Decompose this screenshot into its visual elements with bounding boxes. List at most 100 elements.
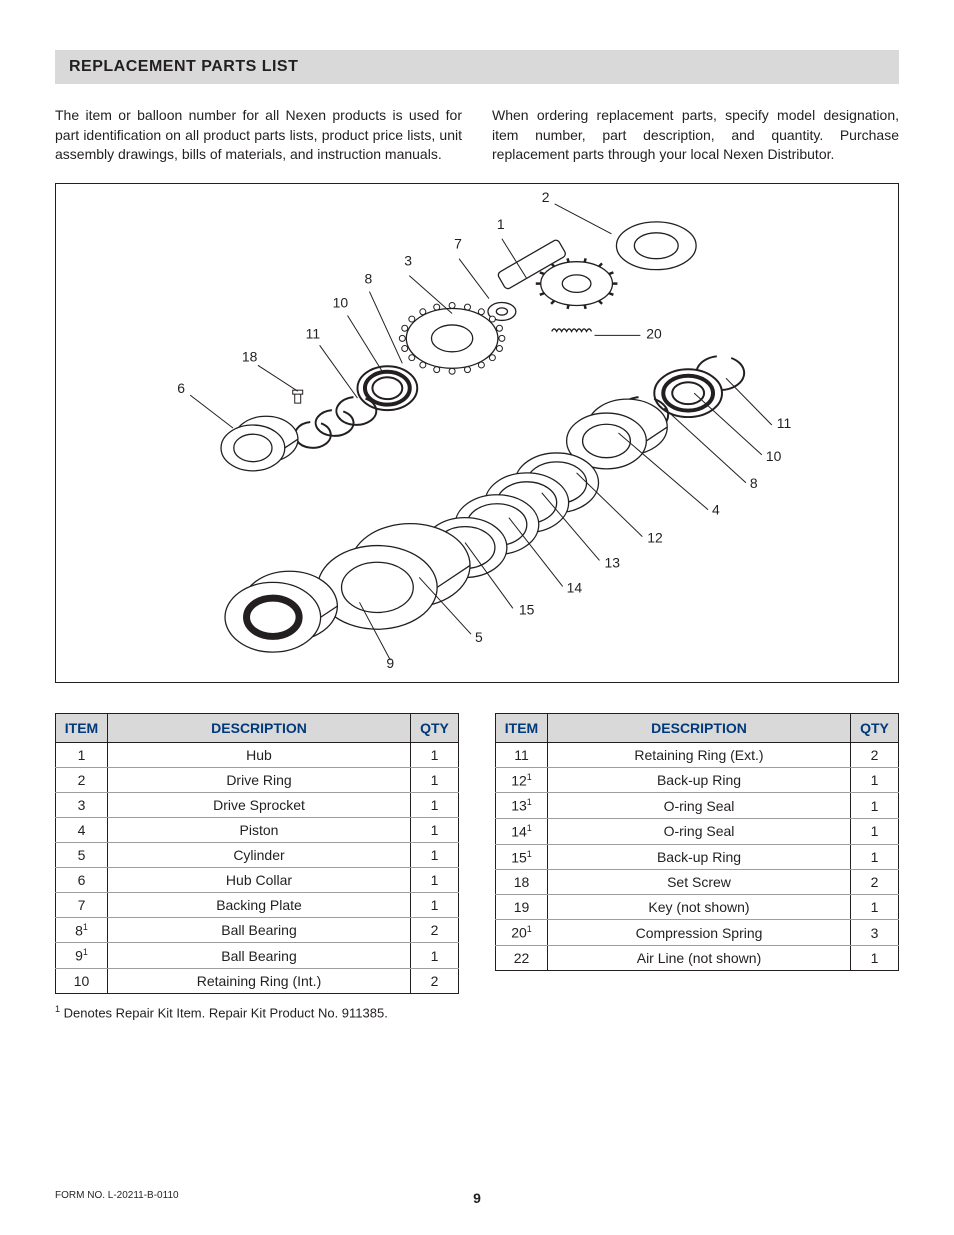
cell-qty: 1 xyxy=(851,767,899,793)
th-qty: QTY xyxy=(851,713,899,742)
cell-qty: 1 xyxy=(411,842,459,867)
cell-desc: Retaining Ring (Int.) xyxy=(108,969,411,994)
cell-qty: 1 xyxy=(411,792,459,817)
cell-qty: 1 xyxy=(851,793,899,819)
cell-desc: Key (not shown) xyxy=(548,895,851,920)
table-row: 22Air Line (not shown)1 xyxy=(496,946,899,971)
cell-qty: 2 xyxy=(411,969,459,994)
cell-desc: Drive Ring xyxy=(108,767,411,792)
th-item: ITEM xyxy=(56,713,108,742)
table-row: 81Ball Bearing2 xyxy=(56,917,459,943)
svg-text:8: 8 xyxy=(750,475,758,491)
cell-desc: Backing Plate xyxy=(108,892,411,917)
cell-qty: 1 xyxy=(411,892,459,917)
table-row: 10Retaining Ring (Int.)2 xyxy=(56,969,459,994)
intro-columns: The item or balloon number for all Nexen… xyxy=(55,106,899,165)
cell-desc: Back-up Ring xyxy=(548,844,851,870)
table-row: 19Key (not shown)1 xyxy=(496,895,899,920)
cell-qty: 1 xyxy=(851,819,899,845)
cell-item: 19 xyxy=(496,895,548,920)
cell-desc: Drive Sprocket xyxy=(108,792,411,817)
th-desc: DESCRIPTION xyxy=(108,713,411,742)
form-number: FORM NO. L-20211-B-0110 xyxy=(55,1190,179,1201)
table-row: 4Piston1 xyxy=(56,817,459,842)
cell-qty: 2 xyxy=(851,870,899,895)
table-row: 131O-ring Seal1 xyxy=(496,793,899,819)
cell-item: 10 xyxy=(56,969,108,994)
svg-text:8: 8 xyxy=(364,270,372,286)
svg-text:2: 2 xyxy=(542,189,550,205)
cell-qty: 1 xyxy=(851,895,899,920)
cell-desc: Cylinder xyxy=(108,842,411,867)
svg-text:10: 10 xyxy=(766,448,782,464)
cell-item: 151 xyxy=(496,844,548,870)
cell-qty: 1 xyxy=(411,943,459,969)
cell-item: 18 xyxy=(496,870,548,895)
cell-item: 121 xyxy=(496,767,548,793)
svg-text:18: 18 xyxy=(242,348,258,364)
svg-text:10: 10 xyxy=(333,294,349,310)
exploded-diagram: 217381011186201110841213141559 xyxy=(55,183,899,683)
page-number: 9 xyxy=(473,1190,481,1206)
table-row: 11Retaining Ring (Ext.)2 xyxy=(496,742,899,767)
table-row: 141O-ring Seal1 xyxy=(496,819,899,845)
svg-text:3: 3 xyxy=(404,252,412,268)
th-desc: DESCRIPTION xyxy=(548,713,851,742)
table-row: 3Drive Sprocket1 xyxy=(56,792,459,817)
parts-table-left: ITEM DESCRIPTION QTY 1Hub12Drive Ring13D… xyxy=(55,713,459,994)
cell-item: 201 xyxy=(496,920,548,946)
table-row: 5Cylinder1 xyxy=(56,842,459,867)
cell-desc: O-ring Seal xyxy=(548,819,851,845)
cell-qty: 1 xyxy=(411,767,459,792)
cell-desc: Ball Bearing xyxy=(108,943,411,969)
cell-desc: Compression Spring xyxy=(548,920,851,946)
footnote-text: Denotes Repair Kit Item. Repair Kit Prod… xyxy=(60,1005,388,1020)
svg-text:12: 12 xyxy=(647,529,663,545)
svg-text:15: 15 xyxy=(519,601,535,617)
cell-item: 4 xyxy=(56,817,108,842)
svg-text:9: 9 xyxy=(386,655,394,671)
cell-item: 5 xyxy=(56,842,108,867)
cell-qty: 1 xyxy=(411,867,459,892)
table-row: 7Backing Plate1 xyxy=(56,892,459,917)
cell-item: 3 xyxy=(56,792,108,817)
th-item: ITEM xyxy=(496,713,548,742)
cell-qty: 2 xyxy=(851,742,899,767)
svg-text:20: 20 xyxy=(646,325,662,341)
svg-text:13: 13 xyxy=(604,554,620,570)
table-row: 2Drive Ring1 xyxy=(56,767,459,792)
intro-right: When ordering replacement parts, specify… xyxy=(492,106,899,165)
intro-left: The item or balloon number for all Nexen… xyxy=(55,106,462,165)
svg-text:7: 7 xyxy=(454,236,462,252)
page-footer: FORM NO. L-20211-B-0110 9 xyxy=(55,1190,899,1201)
cell-qty: 1 xyxy=(851,844,899,870)
cell-qty: 3 xyxy=(851,920,899,946)
table-row: 151Back-up Ring1 xyxy=(496,844,899,870)
svg-text:11: 11 xyxy=(306,325,321,341)
table-row: 121Back-up Ring1 xyxy=(496,767,899,793)
table-row: 1Hub1 xyxy=(56,742,459,767)
cell-item: 22 xyxy=(496,946,548,971)
cell-qty: 1 xyxy=(411,742,459,767)
parts-table-right: ITEM DESCRIPTION QTY 11Retaining Ring (E… xyxy=(495,713,899,971)
table-row: 6Hub Collar1 xyxy=(56,867,459,892)
svg-text:1: 1 xyxy=(497,216,505,232)
cell-item: 6 xyxy=(56,867,108,892)
table-row: 91Ball Bearing1 xyxy=(56,943,459,969)
section-title: REPLACEMENT PARTS LIST xyxy=(69,58,885,76)
cell-item: 91 xyxy=(56,943,108,969)
svg-text:4: 4 xyxy=(712,501,720,517)
cell-item: 11 xyxy=(496,742,548,767)
parts-tables: ITEM DESCRIPTION QTY 1Hub12Drive Ring13D… xyxy=(55,713,899,994)
cell-desc: Hub xyxy=(108,742,411,767)
cell-desc: Piston xyxy=(108,817,411,842)
svg-text:5: 5 xyxy=(475,629,483,645)
footnote: 1 Denotes Repair Kit Item. Repair Kit Pr… xyxy=(55,1004,899,1020)
svg-text:6: 6 xyxy=(177,380,185,396)
cell-item: 131 xyxy=(496,793,548,819)
cell-desc: Set Screw xyxy=(548,870,851,895)
section-header-bar: REPLACEMENT PARTS LIST xyxy=(55,50,899,84)
cell-desc: Hub Collar xyxy=(108,867,411,892)
th-qty: QTY xyxy=(411,713,459,742)
cell-desc: Air Line (not shown) xyxy=(548,946,851,971)
